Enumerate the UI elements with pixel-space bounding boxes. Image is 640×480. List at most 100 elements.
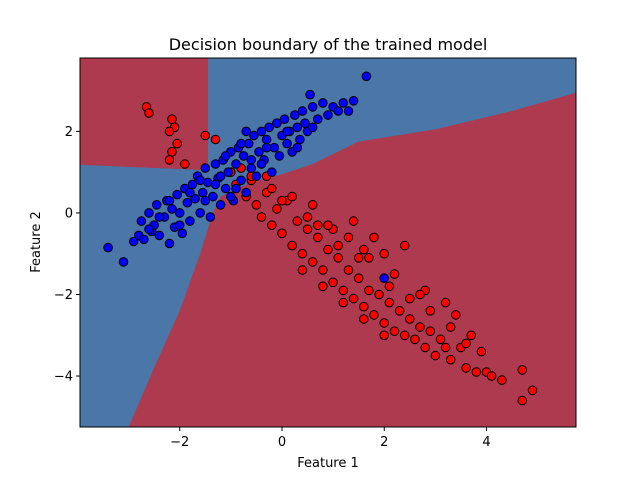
blue-data-point: [272, 118, 282, 128]
red-data-point: [364, 252, 374, 263]
red-data-point: [405, 314, 415, 324]
y-axis-label: Feature 2: [29, 211, 44, 273]
blue-data-point: [307, 102, 318, 112]
red-data-point: [394, 306, 405, 316]
red-data-point: [251, 200, 262, 210]
red-data-point: [425, 326, 436, 337]
blue-data-point: [333, 106, 344, 116]
red-data-point: [302, 224, 313, 234]
blue-data-point: [174, 208, 185, 218]
red-data-point: [307, 257, 318, 267]
blue-data-point: [139, 234, 149, 245]
blue-data-point: [305, 89, 315, 100]
red-data-point: [389, 269, 400, 279]
blue-data-point: [210, 159, 221, 169]
y-tick-label: −4: [54, 370, 73, 385]
blue-data-point: [300, 118, 310, 128]
red-data-point: [277, 228, 287, 239]
blue-data-point: [190, 193, 200, 204]
x-tick-label: 0: [278, 435, 286, 450]
red-data-point: [348, 293, 359, 304]
blue-data-point: [205, 212, 216, 222]
red-data-point: [384, 281, 395, 292]
red-data-point: [369, 232, 379, 243]
blue-data-point: [154, 212, 165, 222]
blue-data-point: [185, 187, 195, 198]
red-data-point: [318, 265, 328, 275]
red-data-point: [425, 306, 436, 316]
blue-data-point: [164, 238, 175, 249]
blue-data-point: [164, 195, 175, 206]
red-data-point: [200, 130, 211, 141]
red-data-point: [348, 216, 359, 226]
red-data-point: [440, 297, 451, 308]
blue-data-point: [256, 159, 267, 169]
red-data-point: [167, 147, 177, 157]
y-tick-label: 0: [65, 206, 73, 221]
red-data-point: [379, 330, 390, 341]
blue-data-point: [226, 191, 236, 202]
red-data-point: [172, 138, 182, 149]
blue-data-point: [361, 71, 372, 82]
red-data-point: [486, 371, 497, 381]
red-data-point: [405, 293, 415, 304]
blue-data-point: [313, 114, 323, 124]
red-data-point: [318, 281, 328, 292]
red-data-point: [333, 240, 344, 251]
y-tick-label: 2: [65, 125, 73, 140]
blue-data-point: [251, 171, 262, 181]
red-data-point: [333, 252, 344, 263]
red-data-point: [338, 297, 349, 308]
red-data-point: [287, 191, 298, 202]
red-data-point: [517, 395, 528, 406]
red-data-point: [471, 367, 482, 377]
blue-data-point: [238, 151, 249, 161]
red-data-point: [287, 240, 298, 251]
red-data-point: [379, 318, 390, 328]
blue-data-point: [174, 220, 185, 230]
blue-data-point: [195, 208, 205, 218]
blue-data-point: [297, 106, 308, 116]
red-data-point: [167, 114, 177, 124]
blue-data-point: [151, 200, 162, 210]
blue-data-point: [241, 187, 251, 198]
red-data-point: [164, 155, 175, 165]
red-data-point: [267, 220, 277, 230]
y-tick-label: −2: [54, 288, 73, 303]
blue-data-point: [282, 138, 292, 149]
blue-data-point: [264, 122, 275, 133]
red-data-point: [384, 297, 395, 308]
red-data-point: [445, 322, 456, 332]
y-axis-ticks: −4 −2 0 2: [54, 125, 80, 385]
blue-data-point: [172, 189, 182, 200]
red-data-point: [379, 248, 390, 259]
red-data-point: [256, 212, 267, 222]
plot-area: [79, 57, 577, 428]
blue-data-point: [197, 187, 208, 198]
blue-data-point: [220, 183, 231, 194]
red-data-point: [277, 195, 287, 206]
red-data-point: [466, 330, 477, 341]
red-data-point: [307, 200, 318, 210]
blue-data-point: [379, 273, 390, 284]
red-data-point: [451, 310, 461, 320]
blue-data-point: [348, 96, 359, 106]
red-data-point: [267, 183, 277, 194]
blue-data-point: [231, 183, 241, 194]
blue-data-point: [187, 179, 198, 190]
red-data-point: [297, 265, 308, 275]
blue-data-point: [256, 126, 267, 137]
x-axis-label: Feature 1: [297, 456, 359, 471]
chart-title: Decision boundary of the trained model: [169, 35, 488, 54]
red-data-point: [476, 346, 487, 357]
red-data-point: [210, 134, 221, 145]
blue-data-point: [236, 175, 246, 186]
blue-data-point: [185, 216, 195, 226]
blue-data-point: [279, 114, 290, 124]
red-data-point: [399, 240, 410, 251]
blue-class-region: [80, 58, 576, 427]
blue-data-point: [318, 98, 328, 108]
red-data-point: [410, 334, 420, 345]
blue-data-point: [144, 208, 154, 218]
